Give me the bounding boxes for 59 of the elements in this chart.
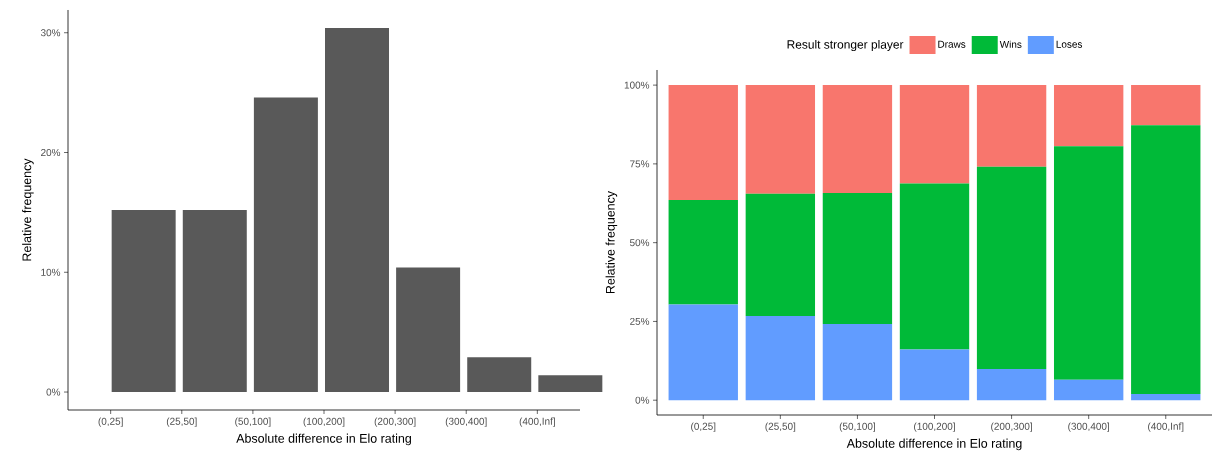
bar [899,85,970,184]
bar [668,304,738,401]
bar [325,27,389,393]
x-tick-label: (300,400] [445,417,487,427]
bar [976,369,1047,401]
bar [467,357,532,393]
x-tick-label: (300,400] [1068,422,1110,432]
bar [668,85,738,201]
bar [1131,125,1201,394]
x-tick-label: (100,200] [303,417,345,427]
bar [899,349,970,401]
bar [822,323,893,401]
x-tick-label: (50,100] [839,422,875,432]
y-tick-label: 0% [46,388,61,396]
x-tick-label: (50,100] [235,417,271,427]
bar [1131,393,1201,401]
x-tick-label: (0,25] [98,417,123,427]
y-tick-label: 0% [635,396,650,404]
bar [111,210,176,393]
bar [396,267,461,393]
x-tick-label: (400,Inf] [519,417,555,427]
y-axis-title: Relative frequency [605,190,618,294]
bar [745,85,816,194]
y-tick-label: 20% [41,148,61,157]
bar [976,166,1047,369]
bar [668,200,738,305]
y-tick-label: 30% [40,29,61,37]
legend-label: Draws [938,40,966,48]
bar [822,192,893,324]
y-tick-label: 10% [41,268,61,276]
y-tick-label: 50% [629,239,650,247]
bar [1053,146,1124,380]
x-axis-title: Absolute difference in Elo rating [846,438,1022,451]
bar [976,85,1047,167]
bar [253,97,318,393]
bar [538,375,603,393]
x-tick-label: (100,200] [914,422,955,432]
y-axis-title: Relative frequency [22,158,34,261]
y-tick-label: 75% [630,160,650,168]
bar [182,210,247,393]
x-tick-label: (25,50] [765,422,796,432]
bar [822,85,893,193]
x-tick-label: (25,50] [166,417,197,427]
bar [745,193,816,317]
x-axis-title: Absolute difference in Elo rating [236,433,411,446]
legend-label: Loses [1056,40,1083,48]
bar [745,316,816,401]
bar [1053,85,1124,147]
x-tick-label: (400,Inf] [1148,422,1184,432]
legend-title: Result stronger player [787,39,904,52]
bar [1131,85,1201,126]
y-tick-label: 25% [630,317,650,325]
x-tick-label: (0,25] [691,422,716,432]
bar [899,183,970,350]
legend-label: Wins [999,40,1022,48]
y-tick-label: 100% [624,81,650,89]
x-tick-label: (200,300] [991,422,1032,432]
x-tick-label: (200,300] [374,417,416,427]
bar [1053,379,1124,401]
